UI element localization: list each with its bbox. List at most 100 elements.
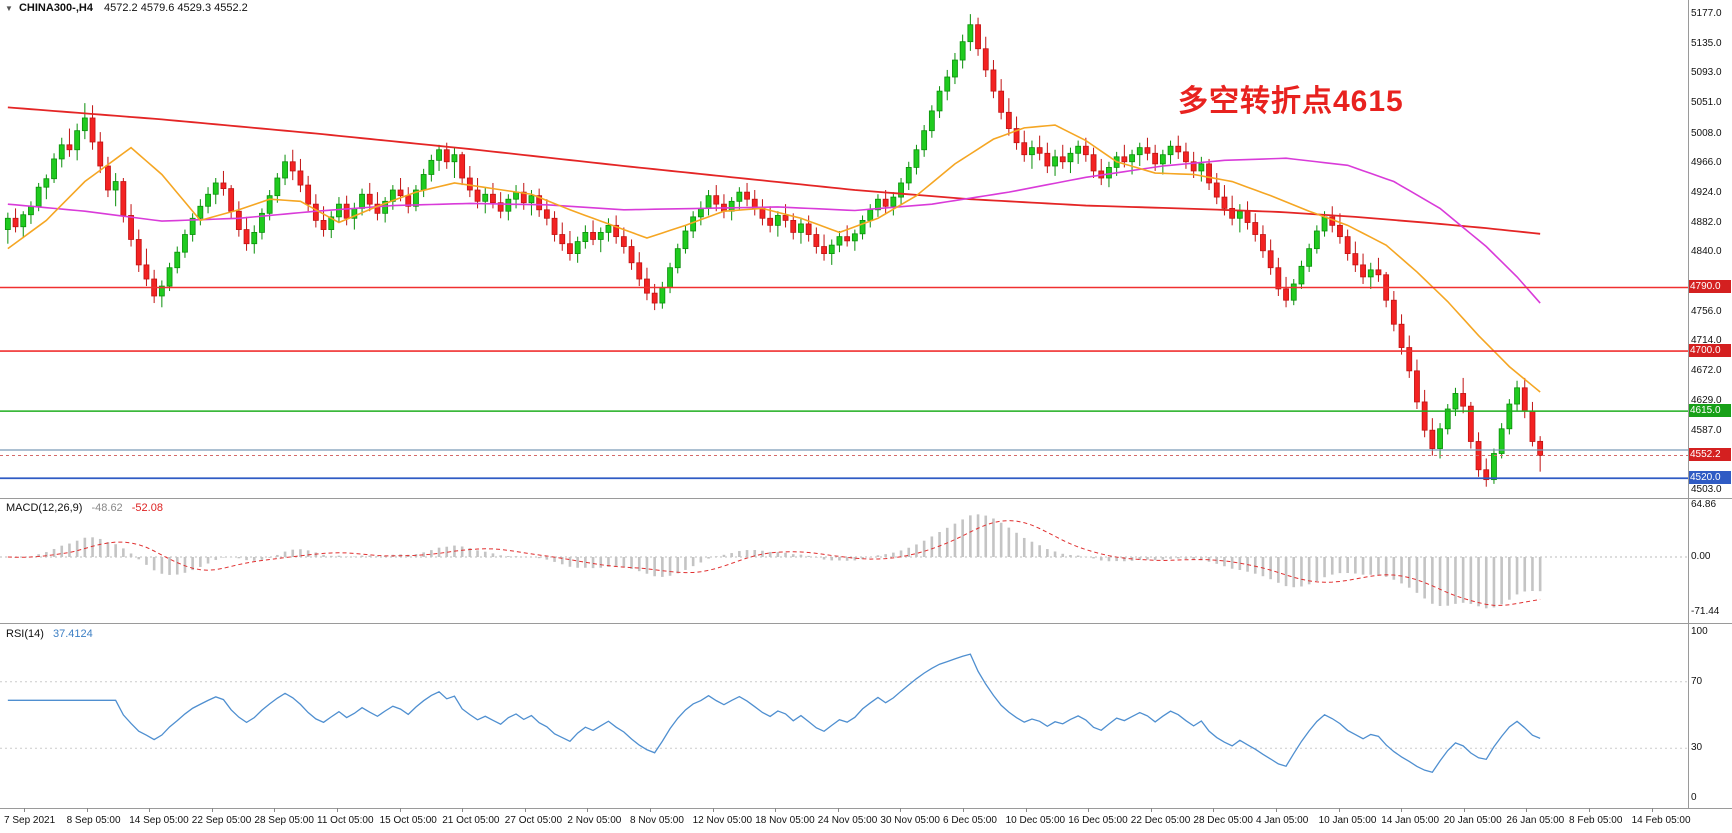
- macd-histogram: [14, 514, 1542, 609]
- candle: [1183, 151, 1189, 163]
- time-tick-mark: [149, 808, 151, 812]
- time-tick-mark: [337, 808, 338, 812]
- time-tick-label: 2 Nov 05:00: [567, 815, 622, 826]
- time-tick-mark: [399, 808, 401, 812]
- candle: [1421, 401, 1428, 431]
- macd-signal-value: -52.08: [131, 502, 163, 514]
- pane-separator[interactable]: [0, 498, 1732, 499]
- candle: [89, 117, 96, 143]
- candle: [43, 178, 50, 188]
- candle: [1337, 224, 1343, 238]
- rsi-label: RSI(14) 37.4124: [6, 628, 93, 640]
- ma-fast-orange[interactable]: [7, 124, 1541, 393]
- chevron-down-icon[interactable]: ▼: [5, 4, 13, 13]
- candle: [667, 267, 673, 288]
- candle: [413, 189, 419, 207]
- candle: [851, 233, 858, 242]
- time-tick-label: 24 Nov 05:00: [817, 815, 878, 826]
- price-label-box: 4700.0: [1689, 344, 1731, 358]
- time-tick-mark: [900, 808, 902, 812]
- time-tick-mark: [86, 808, 88, 812]
- candle: [1229, 207, 1236, 219]
- candle: [1275, 267, 1282, 290]
- candle: [605, 224, 612, 233]
- price-tick-label: 4672.0: [1691, 364, 1722, 376]
- macd-main-value: -48.62: [91, 502, 123, 514]
- candle: [1406, 347, 1413, 372]
- price-axis[interactable]: 5177.0 5135.0 5093.0 5051.0 5008.0 4966.0 4924…: [1688, 0, 1732, 808]
- rsi-axis-30: 30: [1691, 742, 1703, 753]
- time-axis[interactable]: 7 Sep 2021 8 Sep 05:00 14 Sep 05:00 22 Sep …: [0, 808, 1732, 833]
- price-tick-label: 4924.0: [1691, 186, 1722, 198]
- candle: [1267, 250, 1274, 269]
- price-label-box: 4790.0: [1689, 280, 1731, 294]
- time-tick-label: 28 Sep 05:00: [254, 815, 314, 826]
- price-tick-label: 4966.0: [1691, 157, 1722, 169]
- candle: [1021, 142, 1028, 156]
- candle: [1236, 210, 1243, 219]
- price-label-box: 4615.0: [1689, 404, 1731, 418]
- candle: [428, 159, 435, 175]
- candle: [1252, 222, 1259, 235]
- candle: [1144, 147, 1151, 154]
- candle: [228, 188, 235, 212]
- price-tick-label: 4714.0: [1691, 335, 1722, 347]
- candle: [705, 195, 712, 209]
- candle: [928, 110, 935, 132]
- candle: [20, 214, 27, 228]
- candle: [251, 231, 258, 245]
- candle: [1398, 323, 1405, 348]
- time-tick-mark: [1526, 808, 1528, 812]
- candle: [1498, 428, 1505, 454]
- price-tick-label: 4629.0: [1691, 395, 1722, 407]
- candle: [266, 195, 273, 214]
- chart-annotation[interactable]: 多空转折点4615: [1178, 85, 1404, 118]
- candle: [628, 246, 635, 264]
- candle: [1306, 248, 1313, 267]
- candle: [420, 174, 427, 191]
- time-tick-mark: [211, 808, 213, 812]
- candle: [1290, 283, 1297, 301]
- candle: [651, 292, 658, 304]
- candle: [205, 193, 211, 207]
- chart-canvas[interactable]: [0, 0, 1688, 808]
- candle: [1075, 145, 1082, 154]
- candle: [890, 196, 897, 207]
- candle: [182, 234, 188, 253]
- time-tick-label: 16 Dec 05:00: [1068, 815, 1128, 826]
- candle: [1159, 154, 1166, 165]
- candle: [998, 90, 1005, 113]
- ma-mid-magenta[interactable]: [7, 157, 1541, 304]
- candle: [1367, 269, 1374, 278]
- candle: [836, 236, 843, 246]
- time-tick-label: 12 Nov 05:00: [692, 815, 753, 826]
- candle: [1313, 230, 1320, 250]
- time-tick-mark: [650, 808, 651, 812]
- candle: [359, 193, 365, 209]
- candle: [1444, 408, 1451, 430]
- candle: [636, 262, 643, 280]
- candle: [774, 215, 781, 226]
- time-tick-label: 4 Jan 05:00: [1256, 815, 1309, 826]
- candle: [713, 195, 720, 205]
- rsi-axis-100: 100: [1691, 626, 1708, 637]
- candle: [1452, 393, 1459, 410]
- candle: [921, 130, 928, 151]
- candle: [282, 161, 288, 179]
- price-tick-label: 4882.0: [1691, 216, 1722, 228]
- time-tick-mark: [712, 808, 714, 812]
- ma-slow-red[interactable]: [7, 106, 1541, 235]
- time-tick-mark: [462, 808, 464, 812]
- pane-separator[interactable]: [0, 623, 1732, 624]
- candle: [1121, 156, 1128, 163]
- candle: [1375, 269, 1382, 276]
- candle: [844, 236, 851, 242]
- candle: [1106, 167, 1112, 179]
- candle: [736, 191, 743, 202]
- price-label-box: 4520.0: [1689, 471, 1731, 485]
- candle: [189, 217, 196, 235]
- candle: [143, 264, 150, 280]
- candle: [1491, 453, 1497, 481]
- candle: [66, 144, 73, 151]
